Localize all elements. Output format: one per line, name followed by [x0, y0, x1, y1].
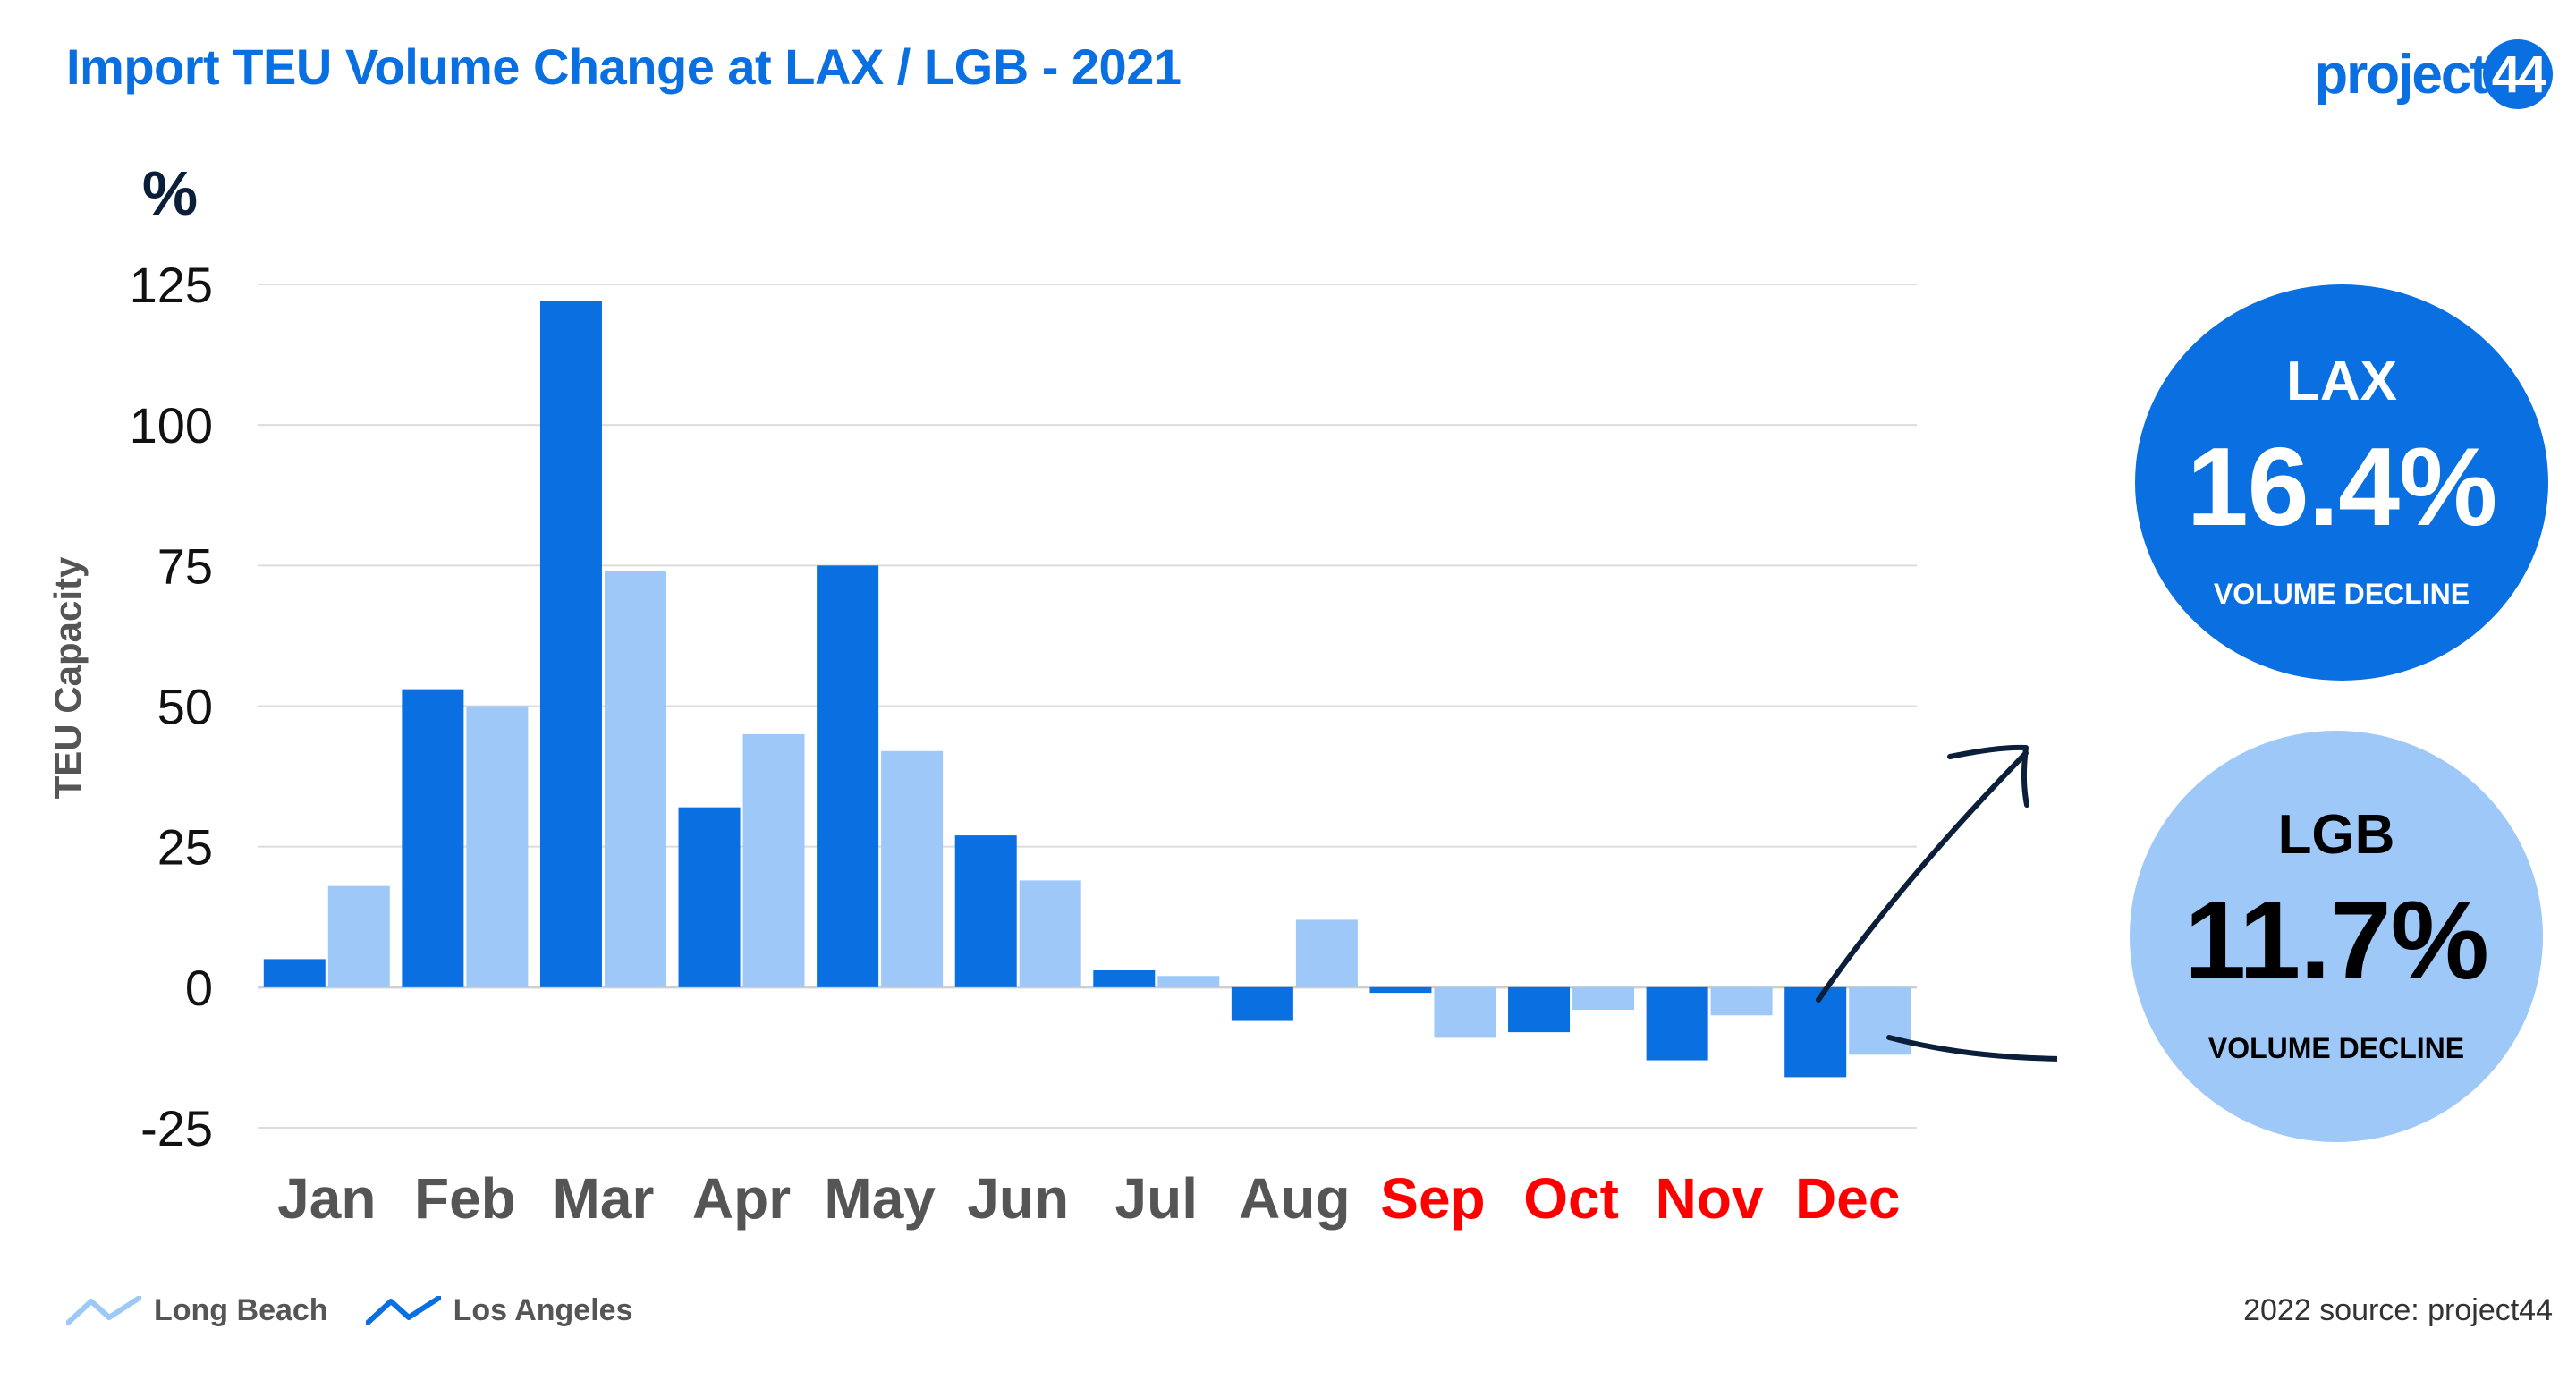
lgb-callout: LGB 11.7% VOLUME DECLINE	[2130, 731, 2543, 1142]
lgb-value: 11.7%	[2184, 879, 2489, 1003]
lax-value: 16.4%	[2186, 425, 2498, 549]
x-tick-label: Jan	[277, 1166, 376, 1231]
arrow-to-lgb	[1886, 1035, 2057, 1062]
x-tick-label: May	[824, 1166, 936, 1231]
x-tick-label: Jul	[1115, 1166, 1198, 1231]
y-tick-label: 0	[185, 960, 213, 1016]
arrows	[1816, 744, 2057, 1062]
logo-text: project	[2314, 43, 2488, 106]
bar-chart: % TEU Capacity 125 100 75 50 25 0 -25 Jan Feb Ma…	[47, 158, 2057, 1231]
x-tick-label: Dec	[1795, 1166, 1900, 1231]
x-tick-label: Oct	[1523, 1166, 1619, 1231]
legend-item-long-beach: Long Beach	[66, 1293, 328, 1328]
y-tick-label: 75	[157, 538, 213, 594]
lax-callout: LAX 16.4% VOLUME DECLINE	[2135, 284, 2548, 681]
source-note: 2022 source: project44	[2243, 1293, 2553, 1327]
x-tick-label: Mar	[553, 1166, 655, 1231]
line-icon-los-angeles	[365, 1295, 441, 1325]
legend-label-los-angeles: Los Angeles	[453, 1293, 633, 1327]
bar-los-angeles-sep	[1369, 986, 1432, 994]
x-tick-labels: Jan Feb Mar Apr May Jun Jul Aug Sep Oct Nov Dec	[277, 1166, 1900, 1231]
bar-long-beach-apr	[742, 733, 805, 987]
y-tick-label: 125	[130, 257, 213, 313]
y-tick-labels: 125 100 75 50 25 0 -25	[130, 257, 213, 1156]
bar-los-angeles-jun	[954, 835, 1017, 987]
bar-los-angeles-apr	[678, 807, 741, 987]
bar-los-angeles-mar	[539, 301, 602, 987]
y-axis-label: TEU Capacity	[47, 556, 89, 799]
legend: Long Beach Los Angeles	[66, 1293, 632, 1328]
x-tick-label: Jun	[967, 1166, 1069, 1231]
line-icon-long-beach	[66, 1295, 141, 1325]
bar-los-angeles-nov	[1646, 986, 1708, 1061]
x-tick-label: Feb	[414, 1166, 516, 1231]
bar-los-angeles-jan	[263, 959, 326, 987]
bar-los-angeles-feb	[402, 689, 464, 987]
y-tick-label: 25	[157, 819, 213, 876]
lax-label: VOLUME DECLINE	[2213, 578, 2470, 611]
arrow-to-lax	[1816, 750, 2029, 1003]
arrow-head-lax	[1947, 744, 2029, 808]
bar-los-angeles-aug	[1231, 986, 1293, 1021]
logo-badge: 44	[2483, 39, 2553, 109]
bar-long-beach-jun	[1019, 880, 1081, 987]
lgb-name: LGB	[2277, 804, 2395, 867]
bar-long-beach-feb	[466, 706, 529, 987]
bar-long-beach-aug	[1295, 919, 1358, 987]
bar-long-beach-dec	[1849, 986, 1911, 1055]
y-unit-label: %	[142, 158, 198, 228]
legend-label-long-beach: Long Beach	[154, 1293, 328, 1327]
bar-long-beach-nov	[1710, 986, 1773, 1016]
y-tick-label: 100	[130, 397, 213, 453]
lax-name: LAX	[2286, 350, 2397, 412]
bar-long-beach-sep	[1434, 986, 1496, 1038]
x-tick-label: Nov	[1656, 1166, 1764, 1231]
bar-long-beach-may	[881, 750, 944, 987]
bar-long-beach-jul	[1157, 976, 1220, 987]
x-tick-label: Aug	[1239, 1166, 1350, 1231]
bar-long-beach-mar	[604, 571, 666, 987]
bar-los-angeles-may	[817, 565, 879, 987]
legend-item-los-angeles: Los Angeles	[365, 1293, 633, 1328]
bars	[263, 301, 1911, 1078]
bar-los-angeles-dec	[1784, 986, 1847, 1078]
bar-long-beach-oct	[1572, 986, 1635, 1010]
x-tick-label: Sep	[1380, 1166, 1485, 1231]
bar-los-angeles-jul	[1093, 969, 1156, 987]
y-tick-label: 50	[157, 679, 213, 735]
gridlines	[258, 284, 1917, 1129]
bar-long-beach-jan	[327, 885, 390, 987]
lgb-label: VOLUME DECLINE	[2207, 1031, 2465, 1064]
bar-los-angeles-oct	[1508, 986, 1571, 1033]
x-tick-label: Apr	[692, 1166, 791, 1231]
project44-logo: project 44	[2314, 39, 2553, 109]
y-tick-label: -25	[140, 1100, 213, 1156]
chart-title: Import TEU Volume Change at LAX / LGB - …	[66, 38, 1182, 95]
